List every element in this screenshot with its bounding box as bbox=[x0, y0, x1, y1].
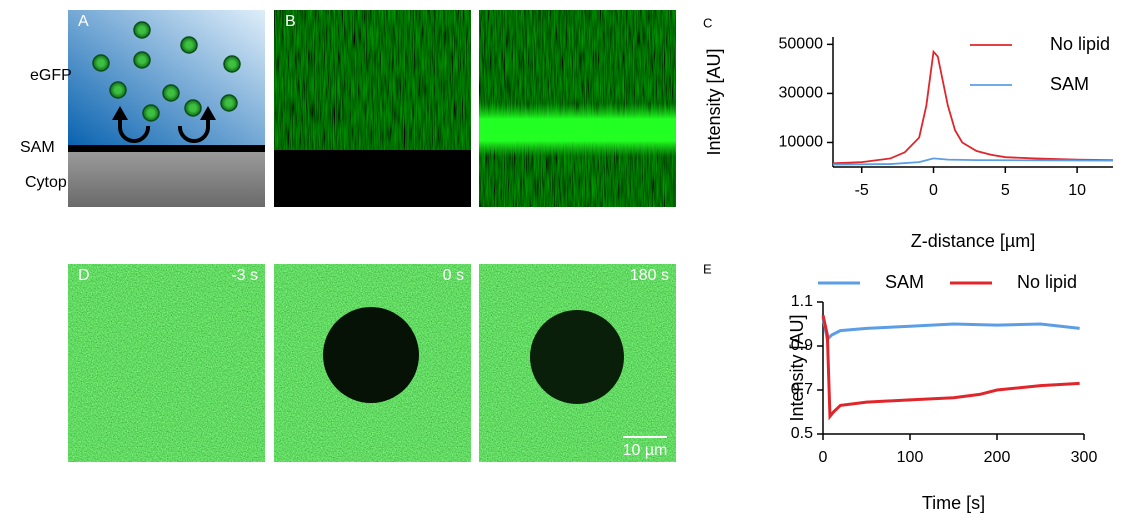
legend-label: SAM bbox=[1050, 74, 1089, 94]
layer-label: Cytop bbox=[25, 174, 67, 191]
y-tick-label: 0.5 bbox=[791, 425, 813, 442]
x-tick-label: 5 bbox=[1001, 182, 1010, 199]
kymograph bbox=[274, 10, 471, 150]
panel-label: C bbox=[703, 15, 712, 30]
series-line bbox=[821, 317, 1080, 343]
scale-label: 10 µm bbox=[623, 442, 668, 459]
y-tick-label: 1.1 bbox=[791, 293, 813, 310]
micrograph bbox=[68, 264, 265, 462]
legend-label: SAM bbox=[885, 272, 924, 292]
medium bbox=[68, 10, 265, 145]
x-tick-label: 0 bbox=[819, 449, 828, 466]
protein-beads bbox=[92, 21, 241, 122]
x-tick-label: 10 bbox=[1068, 182, 1086, 199]
x-axis-label: Z-distance [µm] bbox=[911, 231, 1035, 251]
x-tick-label: 200 bbox=[984, 449, 1011, 466]
y-axis-label: Intensity [AU] bbox=[704, 48, 724, 155]
y-tick-label: 0.7 bbox=[791, 381, 813, 398]
bleach-spot bbox=[530, 310, 624, 404]
time-label: 180 s bbox=[630, 267, 669, 284]
layer-label: eGFP bbox=[30, 67, 72, 84]
arrow-heads bbox=[112, 106, 216, 120]
layer-label: SAM bbox=[20, 139, 55, 156]
panel-b: B bbox=[274, 10, 676, 207]
y-tick-label: 0.9 bbox=[791, 337, 813, 354]
series-line bbox=[832, 157, 1114, 166]
fluorescent-band bbox=[479, 103, 676, 157]
legend-label: No lipid bbox=[1050, 34, 1110, 54]
panel-label: A bbox=[78, 13, 89, 30]
bleach-spot bbox=[323, 307, 419, 403]
y-tick-label: 30000 bbox=[779, 85, 824, 102]
x-axis-label: Time [s] bbox=[922, 493, 985, 513]
x-tick-label: -5 bbox=[855, 182, 869, 199]
x-tick-label: 100 bbox=[897, 449, 924, 466]
sam-layer bbox=[68, 145, 265, 152]
exchange-arrows bbox=[118, 118, 210, 144]
panel-label: B bbox=[285, 13, 296, 30]
x-tick-label: 0 bbox=[929, 182, 938, 199]
y-tick-label: 10000 bbox=[779, 134, 824, 151]
x-tick-label: 300 bbox=[1071, 449, 1098, 466]
panel-d: D -3 s 0 s 180 s 10 µm bbox=[68, 264, 676, 462]
y-axis-label: Intensity [AU] bbox=[787, 314, 807, 421]
panel-a: A eGFP SAM Cytop bbox=[20, 10, 265, 207]
panel-label: D bbox=[78, 267, 90, 284]
time-label: 0 s bbox=[443, 267, 464, 284]
legend-label: No lipid bbox=[1017, 272, 1077, 292]
series-line bbox=[821, 314, 1080, 421]
time-label: -3 s bbox=[231, 267, 258, 284]
y-tick-label: 50000 bbox=[779, 36, 824, 53]
series-line bbox=[832, 49, 1114, 165]
cytop-layer bbox=[68, 152, 265, 207]
panel-label: E bbox=[703, 261, 712, 276]
